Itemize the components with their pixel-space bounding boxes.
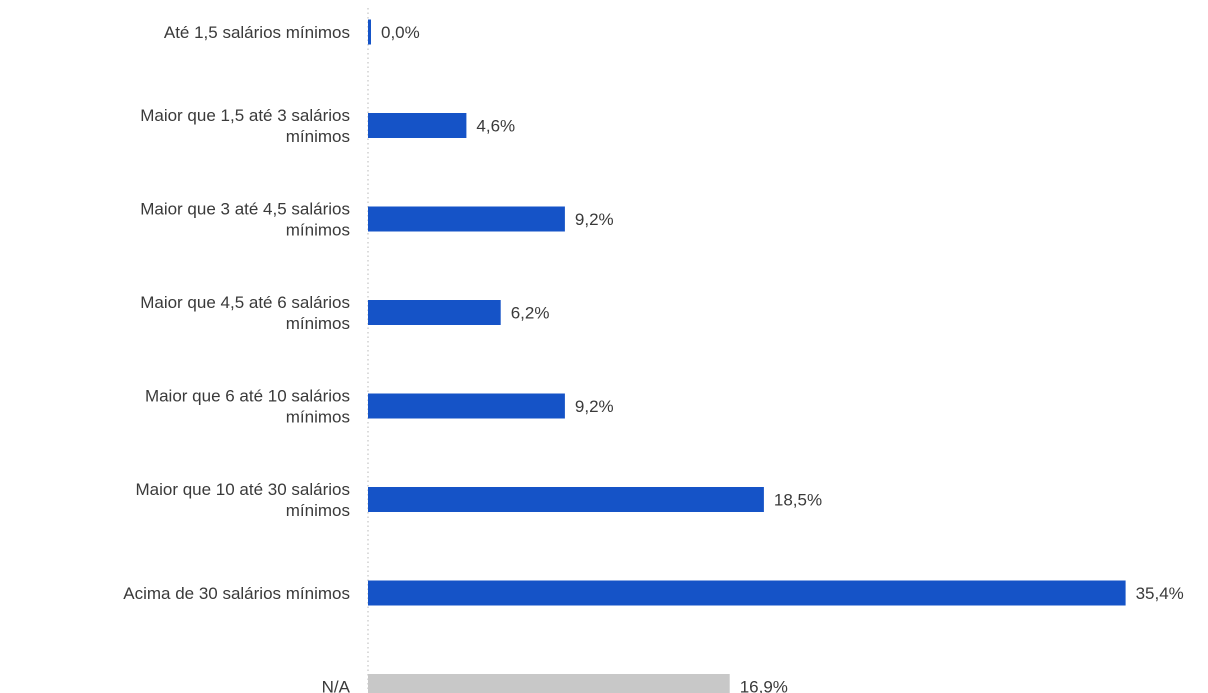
category-label-line: Até 1,5 salários mínimos xyxy=(164,23,350,42)
value-label-7: 35,4% xyxy=(1136,584,1184,603)
value-label-3: 9,2% xyxy=(575,210,614,229)
category-label-line: mínimos xyxy=(286,221,350,240)
category-label-5: Maior que 6 até 10 salários mínimos xyxy=(145,387,350,427)
category-label-line: Maior que 6 até 10 salários xyxy=(145,387,350,406)
value-label-5: 9,2% xyxy=(575,397,614,416)
category-label-line: mínimos xyxy=(286,127,350,146)
category-label-7: Acima de 30 salários mínimos xyxy=(123,584,350,603)
category-label-line: Maior que 4,5 até 6 salários xyxy=(140,293,350,312)
bar-2 xyxy=(368,113,467,138)
value-label-8: 16,9% xyxy=(740,678,788,693)
category-label-2: Maior que 1,5 até 3 salários mínimos xyxy=(140,106,350,146)
category-label-8: N/A xyxy=(322,678,351,693)
category-label-line: mínimos xyxy=(286,314,350,333)
bar-8 xyxy=(368,674,730,693)
category-label-line: Maior que 10 até 30 salários xyxy=(135,480,350,499)
category-label-line: Maior que 1,5 até 3 salários xyxy=(140,106,350,125)
bar-5 xyxy=(368,393,565,419)
category-label-3: Maior que 3 até 4,5 salários mínimos xyxy=(140,200,350,240)
bars-layer xyxy=(368,19,1126,693)
bar-1 xyxy=(368,19,371,45)
bar-6 xyxy=(368,487,764,512)
bar-7 xyxy=(368,580,1126,606)
value-label-4: 6,2% xyxy=(511,304,550,323)
category-label-line: mínimos xyxy=(286,501,350,520)
value-label-2: 4,6% xyxy=(476,117,515,136)
category-label-1: Até 1,5 salários mínimos xyxy=(164,23,350,42)
category-label-6: Maior que 10 até 30 salários mínimos xyxy=(135,480,350,520)
value-label-6: 18,5% xyxy=(774,491,822,510)
category-label-line: Acima de 30 salários mínimos xyxy=(123,584,350,603)
category-label-line: Maior que 3 até 4,5 salários xyxy=(140,200,350,219)
value-label-1: 0,0% xyxy=(381,23,420,42)
category-labels-layer: Até 1,5 salários mínimos Maior que 1,5 at… xyxy=(123,23,350,693)
value-labels-layer: 0,0% 4,6% 9,2% 6,2% 9,2% 18,5% 35,4% 16,9% xyxy=(381,23,1184,693)
category-label-line: N/A xyxy=(322,678,351,693)
bar-4 xyxy=(368,300,501,325)
bar-3 xyxy=(368,206,565,232)
category-label-4: Maior que 4,5 até 6 salários mínimos xyxy=(140,293,350,333)
category-label-line: mínimos xyxy=(286,408,350,427)
